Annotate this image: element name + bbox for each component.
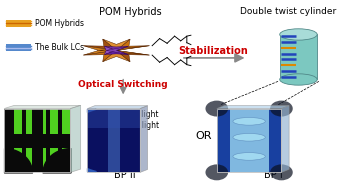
Bar <box>87 108 140 128</box>
Polygon shape <box>84 39 116 50</box>
Bar <box>26 108 34 172</box>
Bar <box>6 44 31 51</box>
Text: UV light: UV light <box>128 110 159 119</box>
Text: Optical Switching: Optical Switching <box>78 80 168 89</box>
Polygon shape <box>104 46 128 50</box>
Polygon shape <box>116 50 149 62</box>
Text: POM Hybrids: POM Hybrids <box>35 19 84 28</box>
Polygon shape <box>87 106 148 108</box>
Polygon shape <box>4 105 81 108</box>
Polygon shape <box>70 105 81 172</box>
Polygon shape <box>104 50 128 54</box>
Bar <box>4 108 70 172</box>
Bar <box>217 108 282 172</box>
Ellipse shape <box>233 118 265 125</box>
Bar <box>50 108 58 172</box>
Bar <box>87 108 140 172</box>
Text: BP I: BP I <box>263 170 282 180</box>
Bar <box>269 108 282 172</box>
Ellipse shape <box>233 153 265 160</box>
Ellipse shape <box>233 133 265 141</box>
Polygon shape <box>103 39 130 50</box>
Text: Stabilization: Stabilization <box>179 46 248 56</box>
Ellipse shape <box>280 74 317 85</box>
Ellipse shape <box>280 29 317 40</box>
Polygon shape <box>99 46 149 55</box>
Polygon shape <box>84 46 116 55</box>
Polygon shape <box>104 46 116 54</box>
Ellipse shape <box>205 164 228 180</box>
Bar <box>217 108 230 172</box>
Bar <box>4 108 70 172</box>
Text: The Bulk LCs: The Bulk LCs <box>35 43 84 52</box>
Polygon shape <box>103 50 130 62</box>
Ellipse shape <box>270 101 293 117</box>
Text: POM Hybrids: POM Hybrids <box>99 7 161 17</box>
Polygon shape <box>106 46 128 54</box>
Polygon shape <box>140 106 148 172</box>
Bar <box>217 108 282 172</box>
Text: BP II: BP II <box>114 170 136 180</box>
Polygon shape <box>84 50 116 62</box>
Bar <box>108 108 120 172</box>
Bar <box>14 108 22 172</box>
Text: OR: OR <box>195 131 212 141</box>
Ellipse shape <box>270 164 293 180</box>
Polygon shape <box>282 105 289 172</box>
Bar <box>38 108 46 172</box>
Bar <box>32 108 42 172</box>
Polygon shape <box>116 39 149 50</box>
Polygon shape <box>217 105 289 108</box>
Ellipse shape <box>205 101 228 117</box>
Bar <box>280 34 317 80</box>
Bar <box>62 108 70 172</box>
Bar <box>4 134 70 148</box>
Text: Double twist cylinder: Double twist cylinder <box>240 7 337 16</box>
Text: Vis light: Vis light <box>128 121 159 130</box>
Bar <box>87 108 140 172</box>
Bar <box>6 20 31 27</box>
